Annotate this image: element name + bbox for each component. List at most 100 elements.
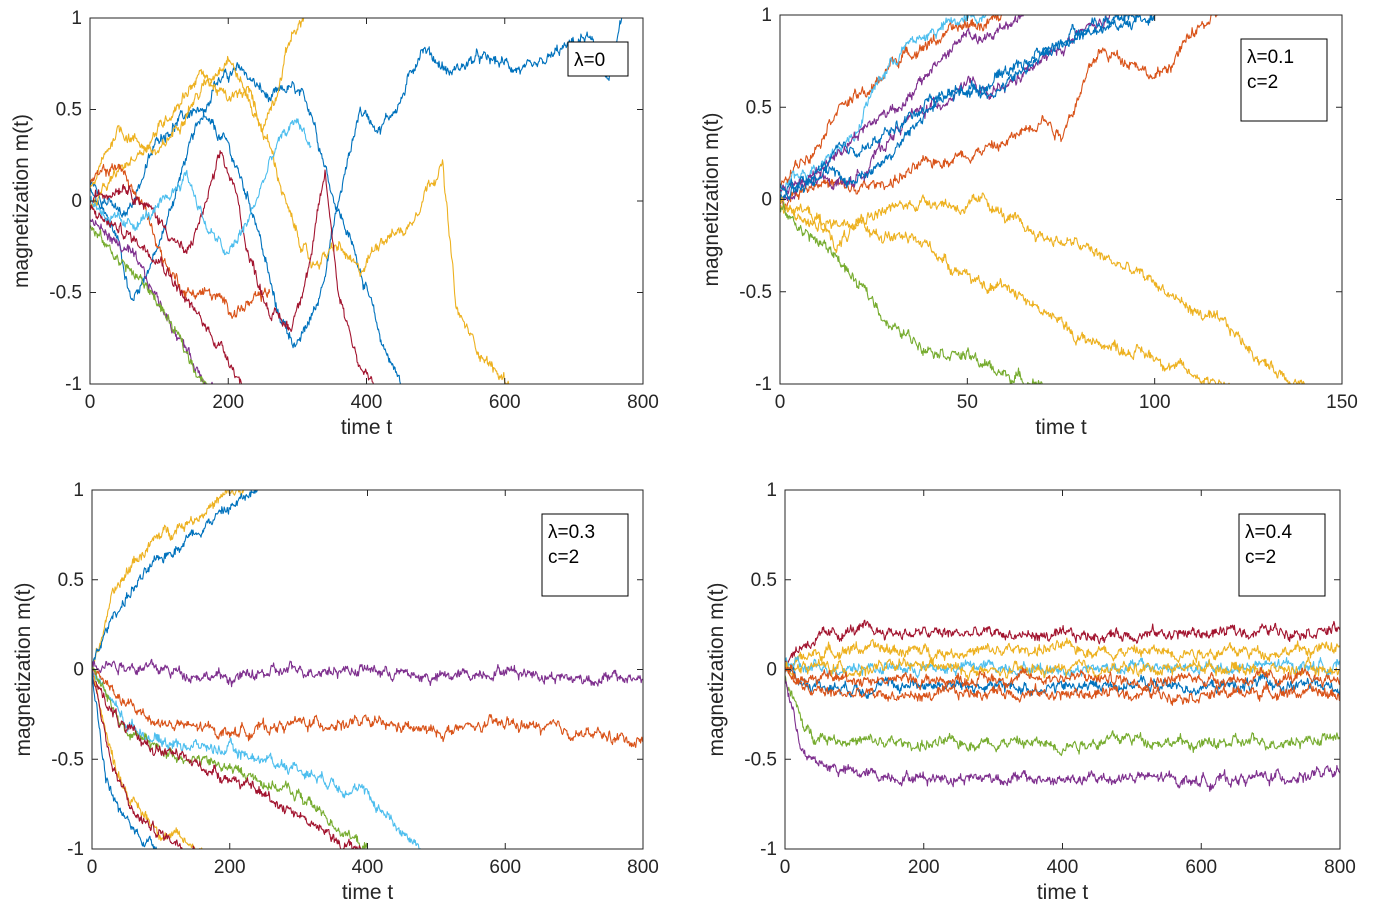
x-tick-label: 400: [352, 857, 384, 878]
y-tick-label: 0: [761, 190, 772, 211]
legend-text: λ=0: [574, 50, 605, 71]
legend: λ=0.1 c=2: [1240, 38, 1328, 122]
series-line-10: [90, 225, 208, 384]
y-axis-label: magnetization m(t): [12, 583, 35, 757]
series-line-7: [90, 204, 243, 384]
y-tick-label: -0.5: [744, 749, 777, 770]
legend-box: [567, 41, 629, 77]
x-tick-label: 600: [489, 392, 521, 413]
series-line-1: [90, 62, 402, 384]
series-line-3: [90, 55, 512, 384]
series-line-7: [785, 666, 1340, 706]
y-tick-label: 1: [761, 5, 772, 26]
x-tick-label: 200: [214, 857, 246, 878]
x-tick-label: 400: [351, 392, 383, 413]
series-line-4: [92, 664, 643, 748]
y-axis-label: magnetization m(t): [700, 113, 723, 287]
x-tick-label: 400: [1047, 857, 1079, 878]
series-group: [92, 490, 643, 849]
legend-text: λ=0.1: [1247, 47, 1294, 68]
x-tick-label: 800: [627, 857, 659, 878]
series-group: [785, 619, 1340, 792]
x-axis-label: time t: [1037, 881, 1089, 904]
series-line-6: [785, 664, 1340, 692]
y-tick-label: 0.5: [746, 97, 772, 118]
x-tick-label: 200: [212, 392, 244, 413]
legend: λ=0.3 c=2: [541, 513, 629, 597]
panel-2: 0 50 100 150 -1 -0.5 0 0.5 1 time t magnetization …: [700, 5, 1358, 439]
series-line-6: [90, 150, 374, 384]
panel-1: 0 200 400 600 800 -1 -0.5 0 0.5 1 time t magnetizat…: [10, 8, 659, 439]
y-tick-label: 0.5: [56, 100, 82, 121]
series-line-9: [785, 676, 1340, 792]
y-tick-label: -0.5: [739, 282, 772, 303]
x-tick-label: 100: [1139, 392, 1171, 413]
series-line-2: [90, 18, 623, 349]
panel-4: 0 200 400 600 800 -1 -0.5 0 0.5 1 time t magnetizat…: [705, 480, 1356, 904]
series-line-3: [780, 15, 987, 195]
series-group: [90, 18, 623, 384]
y-tick-label: 0: [766, 660, 777, 681]
y-tick-label: 1: [766, 480, 777, 501]
y-tick-label: 0.5: [58, 570, 84, 591]
y-axis-label: magnetization m(t): [705, 583, 728, 757]
series-line-2: [92, 490, 258, 668]
legend-text: c=2: [1247, 72, 1278, 93]
legend-text: λ=0.4: [1245, 522, 1292, 543]
x-tick-label: 600: [1185, 857, 1217, 878]
x-tick-label: 150: [1326, 392, 1358, 413]
y-tick-label: 0: [73, 660, 84, 681]
legend: λ=0.4 c=2: [1238, 513, 1326, 597]
y-tick-label: 0.5: [751, 570, 777, 591]
legend-box: [1240, 38, 1328, 122]
x-tick-label: 800: [627, 392, 659, 413]
plot-area: [90, 18, 643, 384]
y-tick-label: -1: [65, 374, 82, 395]
y-tick-label: -1: [760, 839, 777, 860]
series-line-2: [780, 15, 1219, 210]
series-line-5: [780, 15, 1118, 195]
y-tick-label: 1: [71, 8, 82, 29]
y-tick-label: 0: [71, 191, 82, 212]
legend-text: λ=0.3: [548, 522, 595, 543]
legend-text: c=2: [548, 547, 579, 568]
legend: λ=0: [567, 41, 629, 77]
series-line-9: [92, 668, 196, 849]
series-line-1: [785, 619, 1340, 666]
x-tick-label: 0: [85, 392, 96, 413]
x-tick-label: 0: [775, 392, 786, 413]
series-line-7: [92, 673, 362, 849]
series-group: [780, 15, 1306, 384]
series-line-7: [780, 15, 1137, 196]
series-line-9: [780, 192, 1306, 384]
y-tick-label: -0.5: [51, 749, 84, 770]
legend-text: c=2: [1245, 547, 1276, 568]
series-line-8: [92, 668, 203, 849]
y-axis-label: magnetization m(t): [10, 114, 33, 288]
x-axis-label: time t: [341, 416, 393, 439]
series-line-3: [92, 658, 643, 688]
series-line-4: [90, 18, 305, 210]
x-tick-label: 50: [957, 392, 978, 413]
series-line-8: [90, 118, 312, 256]
legend-box: [541, 513, 629, 597]
series-line-9: [90, 218, 215, 384]
series-line-8: [785, 675, 1340, 757]
y-tick-label: -0.5: [49, 283, 82, 304]
legend-box: [1238, 513, 1326, 597]
x-tick-label: 200: [908, 857, 940, 878]
y-tick-label: -1: [67, 839, 84, 860]
series-line-2: [785, 637, 1340, 672]
series-line-4: [785, 656, 1340, 682]
x-tick-label: 0: [87, 857, 98, 878]
series-line-1: [780, 15, 1005, 188]
y-tick-label: -1: [755, 374, 772, 395]
x-axis-label: time t: [342, 881, 394, 904]
series-line-10: [780, 202, 1043, 384]
y-tick-label: 1: [73, 480, 84, 501]
series-line-8: [780, 196, 1231, 384]
panel-3: 0 200 400 600 800 -1 -0.5 0 0.5 1 time t magnetizat…: [12, 480, 659, 904]
series-line-10: [92, 668, 161, 849]
x-tick-label: 0: [780, 857, 791, 878]
